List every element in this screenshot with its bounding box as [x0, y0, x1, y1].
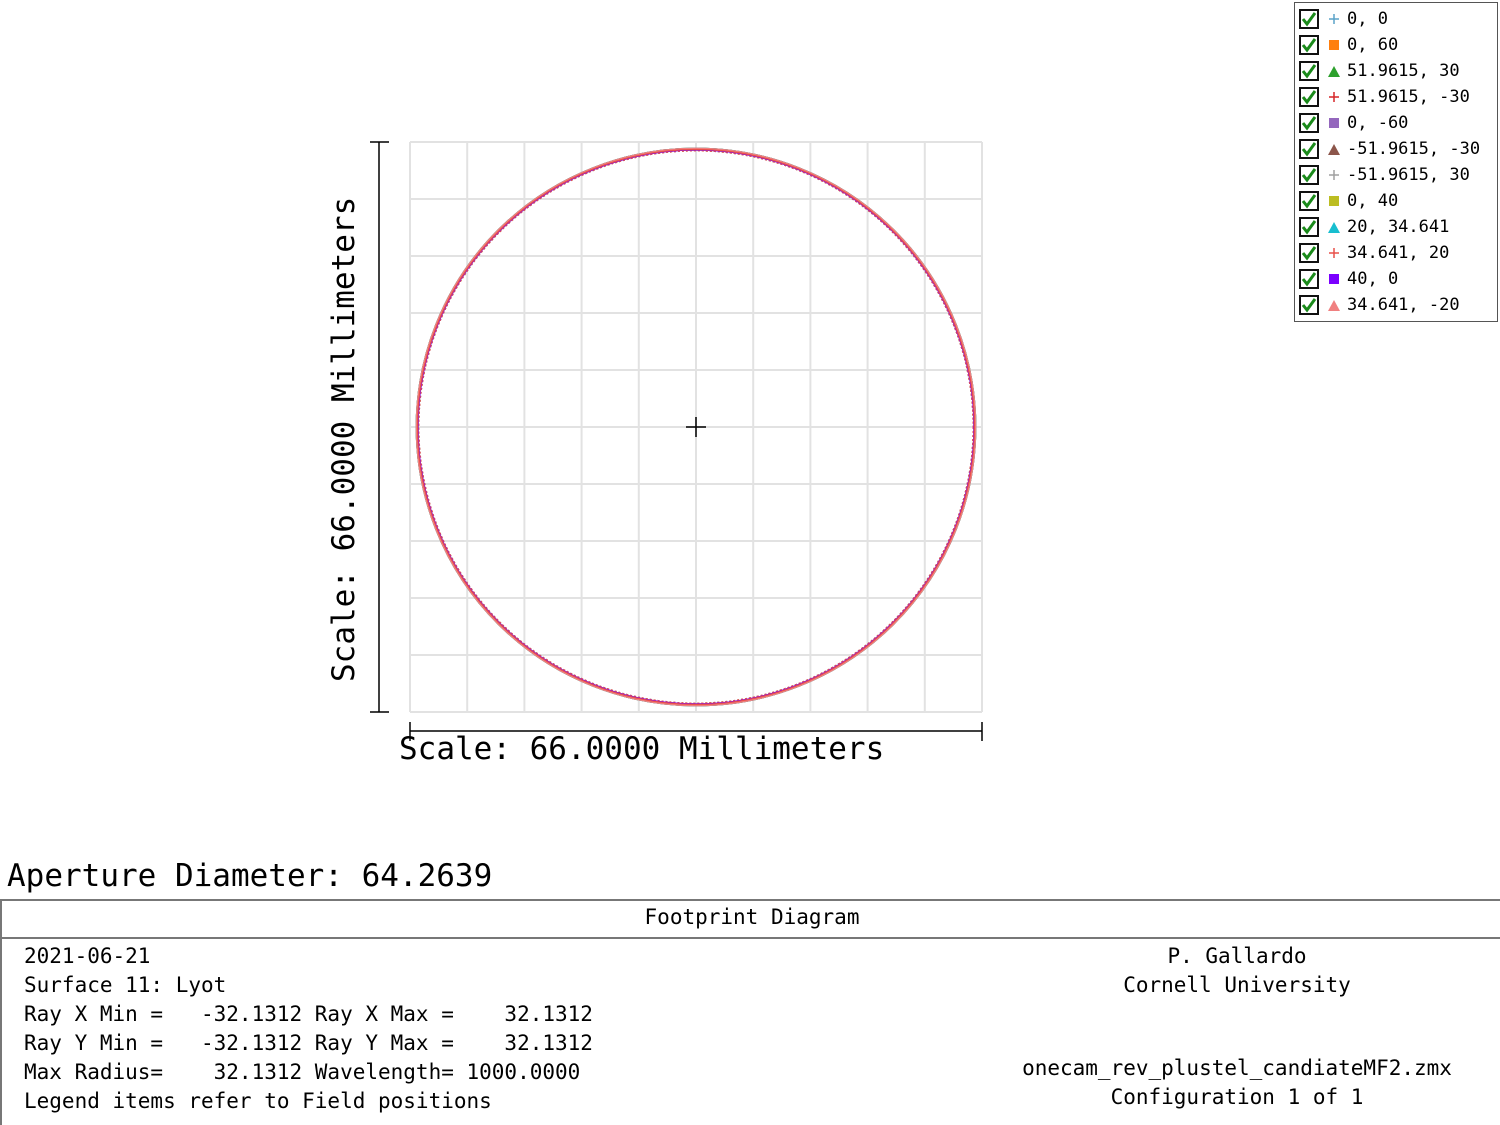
legend-marker-square-icon [1327, 38, 1341, 52]
legend-checkbox[interactable] [1299, 113, 1319, 133]
legend-label: -51.9615, -30 [1347, 139, 1481, 159]
legend-marker-square-icon [1327, 116, 1341, 130]
footprint-circles [415, 147, 977, 707]
legend-label: 0, 60 [1347, 35, 1399, 55]
legend-item[interactable]: 51.9615, -30 [1299, 84, 1470, 110]
footer-date: 2021-06-21 [24, 944, 151, 968]
legend-item[interactable]: 0, 60 [1299, 32, 1398, 58]
legend-marker-triangle-icon [1327, 298, 1341, 312]
legend-marker-triangle-icon [1327, 64, 1341, 78]
legend-checkbox[interactable] [1299, 191, 1319, 211]
legend-marker-plus-icon [1327, 246, 1341, 260]
legend-marker-square-icon [1327, 194, 1341, 208]
legend-checkbox[interactable] [1299, 87, 1319, 107]
legend-marker-triangle-icon [1327, 142, 1341, 156]
footer-surface: Surface 11: Lyot [24, 973, 227, 997]
legend-item[interactable]: -51.9615, -30 [1299, 136, 1480, 162]
legend-label: 0, 0 [1347, 9, 1388, 29]
footer-max-radius: Max Radius= 32.1312 Wavelength= 1000.000… [24, 1060, 581, 1084]
legend-checkbox[interactable] [1299, 35, 1319, 55]
legend-marker-plus-icon [1327, 168, 1341, 182]
legend-checkbox[interactable] [1299, 295, 1319, 315]
footer-panel: Footprint Diagram 2021-06-21 Surface 11:… [0, 899, 1500, 1125]
legend-label: 34.641, -20 [1347, 295, 1460, 315]
legend-marker-triangle-icon [1327, 220, 1341, 234]
footer-ray-y: Ray Y Min = -32.1312 Ray Y Max = 32.1312 [24, 1031, 593, 1055]
aperture-diameter: Aperture Diameter: 64.2639 [7, 858, 493, 894]
legend-item[interactable]: 34.641, 20 [1299, 240, 1449, 266]
y-scale-label: Scale: 66.0000 Millimeters [326, 197, 362, 682]
footprint-plot: Scale: 66.0000 Millimeters Scale: 66.000… [326, 141, 983, 767]
x-scale-label: Scale: 66.0000 Millimeters [399, 731, 884, 767]
footprint-series-11 [415, 147, 977, 707]
footer-org: Cornell University [1123, 973, 1351, 997]
legend-label: 0, 40 [1347, 191, 1399, 211]
legend-label: 0, -60 [1347, 113, 1409, 133]
legend: 0, 0 0, 60 51.9615, 30 51.9615, -30 0, -60 -5… [1294, 2, 1498, 322]
center-crosshair [686, 417, 706, 437]
footer-author: P. Gallardo [1167, 944, 1307, 968]
legend-item[interactable]: 51.9615, 30 [1299, 58, 1460, 84]
legend-checkbox[interactable] [1299, 61, 1319, 81]
legend-item[interactable]: 34.641, -20 [1299, 292, 1460, 318]
legend-label: 40, 0 [1347, 269, 1399, 289]
legend-label: 51.9615, 30 [1347, 61, 1460, 81]
legend-checkbox[interactable] [1299, 139, 1319, 159]
footer-file: onecam_rev_plustel_candiateMF2.zmx [1022, 1056, 1452, 1080]
footer-title: Footprint Diagram [2, 901, 1500, 939]
legend-checkbox[interactable] [1299, 243, 1319, 263]
legend-checkbox[interactable] [1299, 269, 1319, 289]
legend-marker-square-icon [1327, 272, 1341, 286]
footprint-outline [416, 148, 976, 706]
legend-label: -51.9615, 30 [1347, 165, 1470, 185]
legend-item[interactable]: 40, 0 [1299, 266, 1398, 292]
legend-label: 51.9615, -30 [1347, 87, 1470, 107]
legend-item[interactable]: -51.9615, 30 [1299, 162, 1470, 188]
plot-grid [409, 141, 983, 713]
footer-config: Configuration 1 of 1 [1110, 1085, 1364, 1109]
scale-bars [370, 141, 983, 741]
footer-legend-note: Legend items refer to Field positions [24, 1089, 492, 1113]
legend-item[interactable]: 20, 34.641 [1299, 214, 1449, 240]
legend-checkbox[interactable] [1299, 217, 1319, 237]
legend-marker-plus-icon [1327, 12, 1341, 26]
legend-checkbox[interactable] [1299, 9, 1319, 29]
legend-item[interactable]: 0, 0 [1299, 6, 1388, 32]
legend-checkbox[interactable] [1299, 165, 1319, 185]
legend-item[interactable]: 0, -60 [1299, 110, 1408, 136]
legend-label: 20, 34.641 [1347, 217, 1450, 237]
legend-label: 34.641, 20 [1347, 243, 1450, 263]
footer-ray-x: Ray X Min = -32.1312 Ray X Max = 32.1312 [24, 1002, 593, 1026]
legend-item[interactable]: 0, 40 [1299, 188, 1398, 214]
legend-marker-plus-icon [1327, 90, 1341, 104]
